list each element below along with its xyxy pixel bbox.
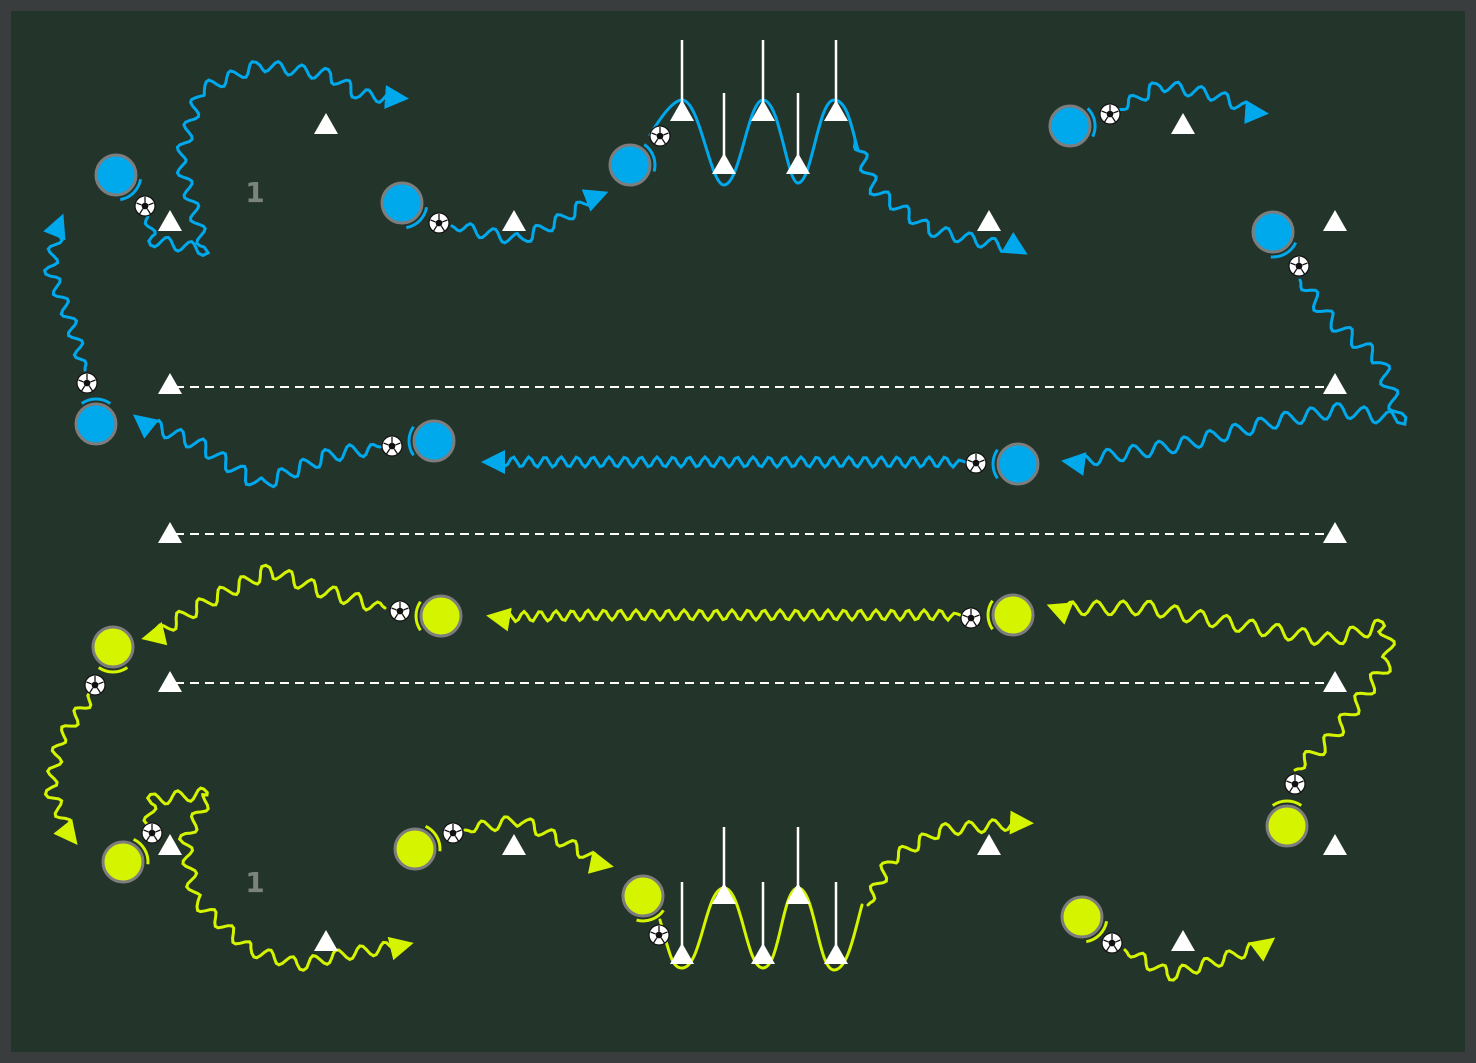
cone-icon bbox=[158, 671, 182, 692]
dribble-path bbox=[450, 189, 609, 245]
cone-icon bbox=[977, 834, 1001, 855]
cone-icon bbox=[1323, 671, 1347, 692]
cone-icon bbox=[1323, 210, 1347, 231]
dribble-path bbox=[1046, 599, 1396, 772]
players bbox=[74, 104, 1309, 944]
soccer-ball-icon bbox=[648, 924, 670, 946]
soccer-ball-icon bbox=[1101, 932, 1123, 954]
cone-icon bbox=[502, 834, 526, 855]
dribble-path bbox=[1061, 278, 1408, 476]
poles bbox=[680, 40, 838, 955]
dribble-path bbox=[143, 59, 409, 258]
cone-icon bbox=[751, 943, 775, 964]
player-icon bbox=[1060, 895, 1109, 944]
cone-icon bbox=[824, 943, 848, 964]
dribble-path bbox=[866, 810, 1034, 907]
cone-icon bbox=[751, 100, 775, 121]
soccer-ball-icon bbox=[1099, 103, 1121, 125]
cone-icon bbox=[1323, 522, 1347, 543]
player-icon bbox=[414, 594, 463, 638]
slalom-path bbox=[658, 886, 864, 972]
player-icon bbox=[991, 442, 1040, 486]
soccer-ball-icon bbox=[1288, 255, 1310, 277]
dribble-path bbox=[852, 138, 1028, 255]
group-label-top: 1 bbox=[245, 176, 264, 209]
cone-icon bbox=[712, 883, 736, 904]
soccer-ball-icon bbox=[84, 674, 106, 696]
dribble-path bbox=[463, 815, 614, 874]
soccer-ball-icon bbox=[428, 212, 450, 234]
player-icon bbox=[986, 593, 1035, 637]
player-icon bbox=[91, 625, 135, 674]
dribble-path bbox=[142, 786, 414, 972]
cone-icon bbox=[158, 522, 182, 543]
cone-icon bbox=[670, 943, 694, 964]
cone-icon bbox=[786, 883, 810, 904]
player-icon bbox=[101, 837, 150, 884]
dribble-paths bbox=[42, 59, 1408, 982]
dribble-path bbox=[1116, 80, 1269, 124]
dribble-path bbox=[1123, 937, 1276, 982]
soccer-ball-icon bbox=[442, 822, 464, 844]
cone-icon bbox=[314, 930, 338, 951]
cone-icon bbox=[977, 210, 1001, 231]
soccer-ball-icon bbox=[389, 600, 411, 622]
player-icon bbox=[407, 419, 456, 463]
cone-icon bbox=[1323, 834, 1347, 855]
dribble-path bbox=[486, 607, 962, 632]
soccer-ball-icon bbox=[134, 195, 156, 217]
cone-icon bbox=[158, 373, 182, 394]
soccer-ball-icon bbox=[960, 607, 982, 629]
cone-icon bbox=[502, 210, 526, 231]
soccer-ball-icon bbox=[381, 435, 403, 457]
soccer-ball-icon bbox=[76, 372, 98, 394]
cone-icon bbox=[824, 100, 848, 121]
player-icon bbox=[621, 874, 665, 923]
soccer-ball-icon bbox=[1284, 773, 1306, 795]
cones bbox=[158, 100, 1347, 964]
cone-icon bbox=[158, 210, 182, 231]
soccer-ball-icon bbox=[649, 125, 671, 147]
dribble-path bbox=[43, 688, 97, 846]
cone-icon bbox=[786, 153, 810, 174]
cone-icon bbox=[1171, 930, 1195, 951]
group-label-bottom: 1 bbox=[245, 866, 264, 899]
dribble-path bbox=[141, 563, 387, 646]
soccer-ball-icon bbox=[141, 822, 163, 844]
soccer-ball-icon bbox=[965, 452, 987, 474]
dribble-path bbox=[481, 450, 967, 474]
player-icon bbox=[1251, 210, 1298, 259]
player-icon bbox=[608, 143, 657, 187]
player-icon bbox=[74, 397, 118, 446]
player-icon bbox=[393, 824, 442, 871]
dribble-path bbox=[132, 414, 382, 489]
dashed-lines bbox=[175, 386, 1330, 684]
pitch bbox=[11, 11, 1465, 1052]
player-icon bbox=[1265, 799, 1309, 848]
player-icon bbox=[380, 181, 429, 230]
cone-icon bbox=[314, 113, 338, 134]
player-icon bbox=[1048, 104, 1097, 148]
dribble-path bbox=[42, 213, 88, 372]
cone-icon bbox=[670, 100, 694, 121]
cone-icon bbox=[1323, 373, 1347, 394]
cone-icon bbox=[1171, 113, 1195, 134]
player-icon bbox=[94, 153, 143, 202]
cone-icon bbox=[712, 153, 736, 174]
cone-icon bbox=[158, 834, 182, 855]
